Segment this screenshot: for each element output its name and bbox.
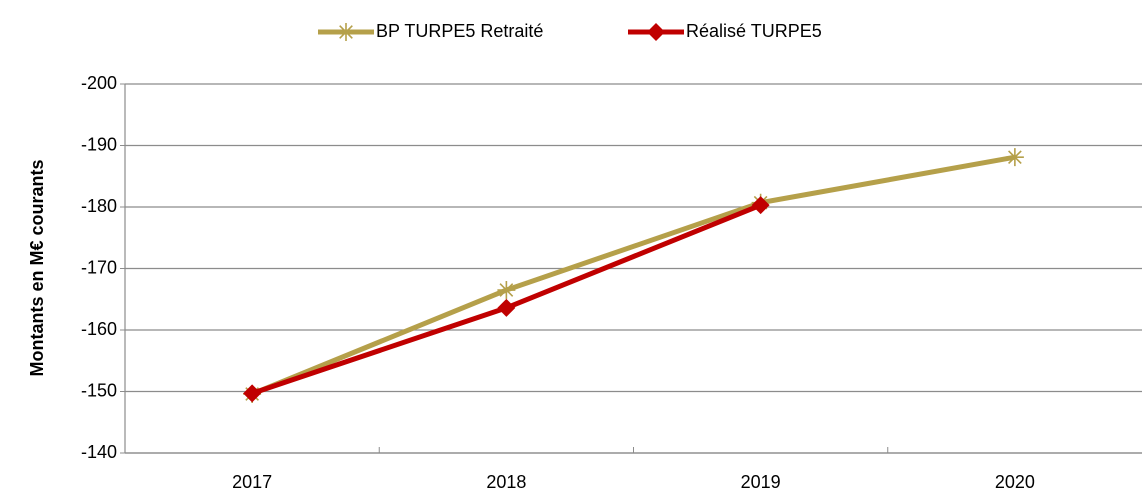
marker xyxy=(1005,148,1024,167)
series-line xyxy=(251,154,1016,397)
y-tick-label: -170 xyxy=(81,257,117,277)
y-tick-label: -180 xyxy=(81,196,117,216)
marker xyxy=(751,196,770,215)
marker xyxy=(497,281,516,300)
x-tick-label: 2019 xyxy=(741,472,781,492)
x-tick-label: 2017 xyxy=(232,472,272,492)
marker xyxy=(497,298,516,317)
y-tick-label: -150 xyxy=(81,380,117,400)
x-tick-label: 2020 xyxy=(995,472,1035,492)
x-tick-label: 2018 xyxy=(486,472,526,492)
y-tick-label: -140 xyxy=(81,442,117,462)
y-tick-label: -190 xyxy=(81,134,117,154)
y-tick-label: -200 xyxy=(81,73,117,93)
legend-label: BP TURPE5 Retraité xyxy=(376,21,543,41)
legend-marker xyxy=(337,23,355,41)
y-axis-label: Montants en M€ courants xyxy=(27,159,47,376)
y-tick-label: -160 xyxy=(81,319,117,339)
marker xyxy=(243,384,262,403)
legend-label: Réalisé TURPE5 xyxy=(686,21,822,41)
legend-marker xyxy=(647,23,665,41)
